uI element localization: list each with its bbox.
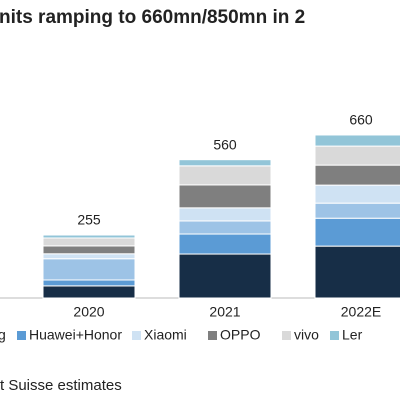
bar-segment [42, 285, 136, 299]
bar-segment [314, 217, 400, 247]
bar-segment [178, 207, 272, 222]
legend-swatch [330, 331, 339, 340]
bar-segment [178, 253, 272, 299]
legend-swatch [282, 331, 291, 340]
legend-label: vivo [294, 327, 319, 343]
legend-label: Xiaomi [144, 327, 187, 343]
legend-swatch [17, 331, 26, 340]
bar-segment [42, 234, 136, 239]
bar-segment [314, 184, 400, 204]
bar-segment [178, 165, 272, 186]
bar-segment [314, 164, 400, 186]
bar-segment [314, 245, 400, 299]
bar-segment [178, 220, 272, 235]
bar-segment [178, 233, 272, 255]
legend-label: Ler [342, 327, 363, 343]
total-label: 255 [77, 212, 101, 228]
chart-title: nits ramping to 660mn/850mn in 2 [0, 7, 305, 28]
bar-segment [42, 245, 136, 255]
bar-segment [178, 159, 272, 167]
legend-swatch [132, 331, 141, 340]
bar-segment [42, 237, 136, 247]
x-tick-label: 2020 [73, 304, 104, 320]
legend-swatch [208, 331, 217, 340]
bar-segment [314, 134, 400, 147]
bar-segment [178, 184, 272, 209]
total-label: 660 [349, 112, 373, 128]
bar-segment [42, 258, 136, 281]
legend-label: g [0, 327, 6, 343]
bar-segment [314, 145, 400, 166]
bar-segment [42, 253, 136, 260]
bar-segment [314, 202, 400, 219]
bar-segment [42, 279, 136, 287]
total-label: 560 [213, 136, 237, 152]
legend-label: OPPO [220, 327, 261, 343]
legend-label: Huawei+Honor [29, 327, 122, 343]
x-tick-label: 2021 [209, 304, 240, 320]
x-tick-label: 2022E [341, 304, 381, 320]
source: t Suisse estimates [0, 377, 122, 394]
